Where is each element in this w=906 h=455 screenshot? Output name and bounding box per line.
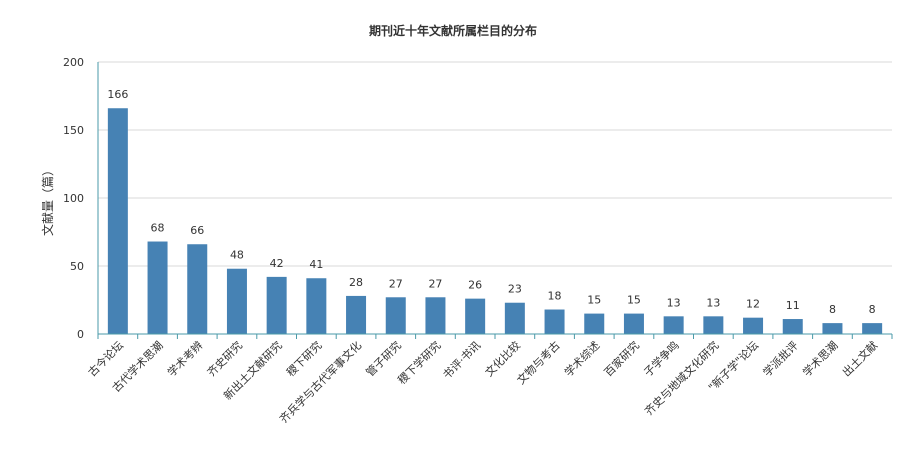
data-label: 15 [627, 294, 641, 307]
x-tick-label: 文物与考古 [514, 338, 563, 387]
bar [226, 268, 247, 334]
bar [504, 302, 525, 334]
data-label: 27 [389, 277, 403, 290]
data-label: 48 [230, 249, 244, 262]
data-label: 13 [706, 296, 720, 309]
bar [822, 323, 843, 334]
chart-title: 期刊近十年文献所属栏目的分布 [369, 23, 537, 38]
data-label: 68 [151, 222, 165, 235]
x-tick-label: 文化比较 [482, 338, 523, 379]
x-tick-label: 稷下学研究 [395, 338, 444, 387]
data-label: 13 [667, 296, 681, 309]
y-axis-ticks: 0 50 100 150 200 [63, 56, 84, 341]
y-axis-label: 文献量（篇） [40, 164, 55, 236]
bar [623, 313, 644, 334]
data-label: 28 [349, 276, 363, 289]
data-label: 23 [508, 283, 522, 296]
x-tick-label: 稷下研究 [283, 338, 324, 379]
bar [544, 309, 565, 334]
data-label: 27 [428, 277, 442, 290]
bar [862, 323, 883, 334]
x-tick-label: 书评·书讯 [440, 339, 483, 382]
bar [187, 244, 208, 334]
data-label: 26 [468, 279, 482, 292]
bar [147, 241, 168, 334]
x-tick-label: 管子研究 [363, 338, 404, 379]
bar [584, 313, 605, 334]
y-tick-label: 50 [70, 260, 84, 273]
bar [465, 298, 486, 334]
x-tick-label: 学术考辨 [164, 338, 205, 379]
bar [663, 316, 684, 334]
axes [97, 62, 893, 339]
data-label: 8 [869, 303, 876, 316]
data-label: 12 [746, 298, 760, 311]
bar [385, 297, 406, 334]
x-tick-label: 百家研究 [601, 338, 642, 379]
data-label: 66 [190, 224, 204, 237]
x-tick-label: 子学争鸣 [641, 338, 682, 379]
x-tick-label: 学术综述 [561, 338, 602, 379]
x-tick-label: 古今论坛 [85, 338, 126, 379]
x-tick-label: 学派批评 [760, 338, 801, 379]
x-tick-label: 出土文献 [839, 338, 880, 379]
x-tick-label: 齐史与地域文化研究 [642, 338, 722, 418]
y-tick-label: 0 [77, 328, 84, 341]
bar [425, 297, 446, 334]
bar [107, 108, 128, 335]
gridlines [98, 61, 892, 267]
bar [782, 319, 803, 334]
data-labels: 166 68 66 48 42 41 28 27 27 26 23 18 15 15 13 13 12 11 8 8 [107, 88, 875, 316]
y-tick-label: 100 [63, 192, 84, 205]
x-tick-label: 齐史研究 [204, 338, 245, 379]
bars [107, 108, 883, 335]
data-label: 11 [786, 299, 800, 312]
x-tick-label: 学术思潮 [800, 338, 841, 379]
data-label: 18 [548, 290, 562, 303]
data-label: 8 [829, 303, 836, 316]
bar [266, 276, 287, 334]
data-label: 42 [270, 257, 284, 270]
y-tick-label: 200 [63, 56, 84, 69]
data-label: 166 [107, 88, 128, 101]
bar [743, 317, 764, 334]
bar [346, 295, 367, 334]
bar [306, 278, 327, 334]
data-label: 15 [587, 294, 601, 307]
data-label: 41 [309, 258, 323, 271]
bar [703, 316, 724, 334]
x-axis-ticks: 古今论坛古代学术思潮 学术考辨 齐史研究新出土文献研究 稷下研究齐兵学与古代军事文化管… [85, 338, 880, 426]
y-tick-label: 150 [63, 124, 84, 137]
